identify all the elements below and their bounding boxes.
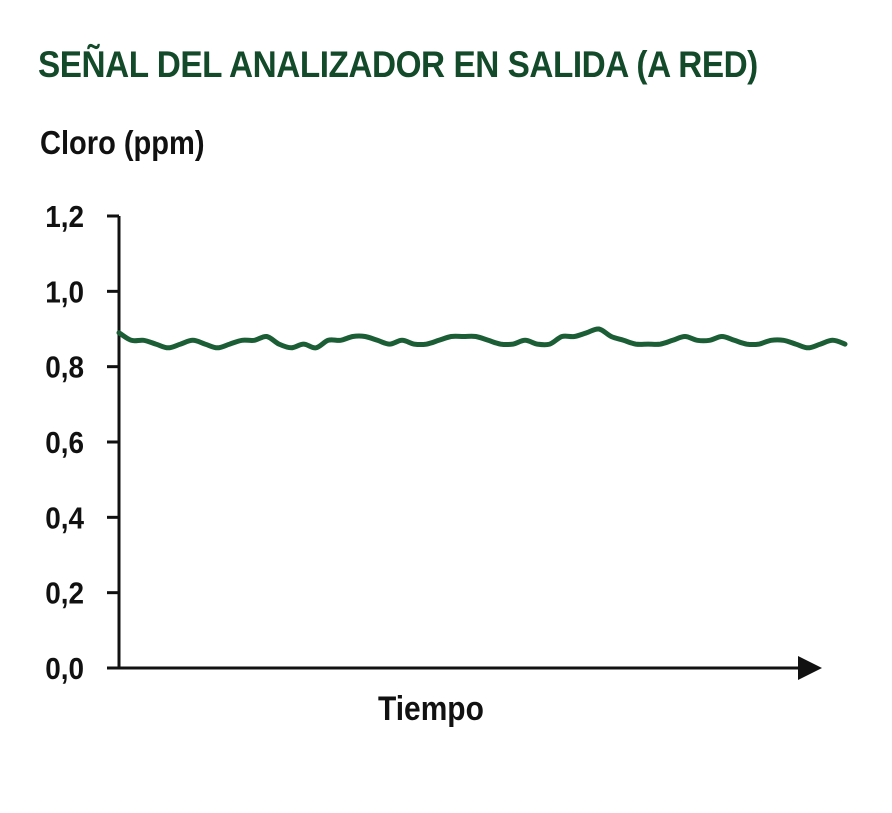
y-tick-label: 0,8 [45,350,84,385]
y-tick-label: 0,4 [45,501,84,536]
y-tick-label: 1,0 [45,275,84,310]
chart-title: SEÑAL DEL ANALIZADOR EN SALIDA (A RED) [38,44,758,85]
chart-series [116,326,848,351]
y-tick-label: 1,2 [45,200,84,235]
y-tick-label: 0,6 [45,426,84,461]
y-axis-label: Cloro (ppm) [40,124,205,161]
chart-axes [117,216,822,680]
x-axis-label: Tiempo [378,690,484,728]
y-tick-label: 0,2 [45,576,84,611]
series-line [116,326,848,351]
y-tick-label: 0,0 [45,652,84,687]
y-axis-ticks: 0,0 0,2 0,4 0,6 0,8 1,0 1,2 [45,200,119,687]
x-axis-arrow [798,656,822,680]
